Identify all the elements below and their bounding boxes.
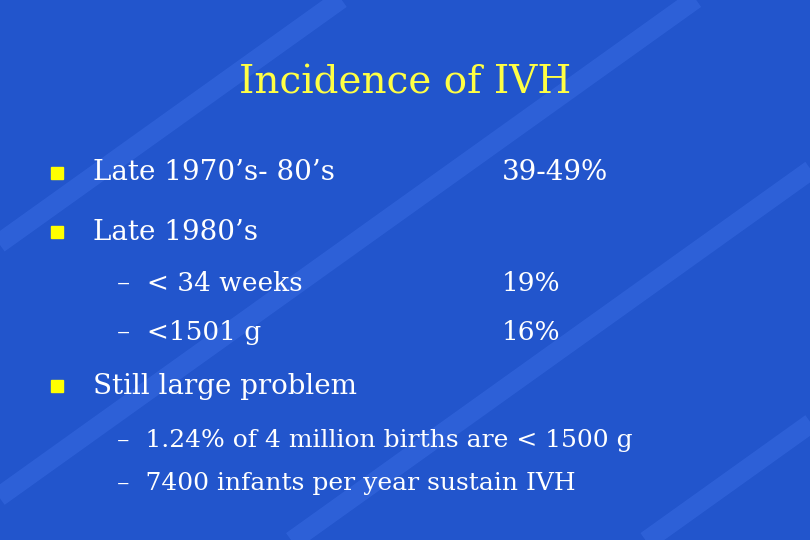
Text: Incidence of IVH: Incidence of IVH (239, 65, 571, 102)
Text: –  1.24% of 4 million births are < 1500 g: – 1.24% of 4 million births are < 1500 g (117, 429, 633, 451)
Text: 16%: 16% (502, 320, 561, 345)
Text: –  < 34 weeks: – < 34 weeks (117, 271, 303, 296)
Text: Late 1970’s- 80’s: Late 1970’s- 80’s (93, 159, 335, 186)
Text: 39-49%: 39-49% (502, 159, 608, 186)
Text: Late 1980’s: Late 1980’s (93, 219, 258, 246)
Text: –  <1501 g: – <1501 g (117, 320, 262, 345)
Text: Still large problem: Still large problem (93, 373, 357, 400)
Text: 19%: 19% (502, 271, 561, 296)
Text: –  7400 infants per year sustain IVH: – 7400 infants per year sustain IVH (117, 472, 576, 495)
